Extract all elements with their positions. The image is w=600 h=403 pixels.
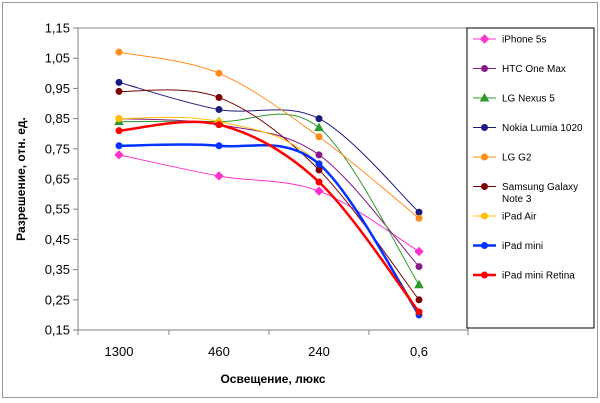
data-point (115, 142, 123, 150)
series-layer (114, 48, 424, 319)
data-point (314, 122, 324, 132)
y-tick-label: 1,05 (45, 51, 70, 66)
data-point (315, 133, 323, 141)
data-point (115, 78, 123, 86)
legend-label: LG G2 (502, 153, 532, 164)
series-line (118, 113, 420, 285)
series-nokia-lumia-1020 (115, 78, 423, 216)
legend: iPhone 5s HTC One Max LG Nexus 5 Nokia Lumi… (466, 27, 595, 329)
data-point (215, 93, 223, 101)
series-line (118, 154, 420, 252)
legend-entry: iPad mini Retina (473, 271, 575, 282)
data-point (315, 178, 323, 186)
series-ipad-mini-retina (115, 120, 423, 316)
data-point (215, 106, 223, 114)
data-point (215, 142, 223, 150)
data-point (114, 150, 124, 160)
legend-swatch-marker (481, 153, 488, 161)
x-axis-title: Освещение, люкс (220, 372, 325, 386)
data-point (415, 214, 423, 222)
plot-area (77, 27, 469, 331)
y-tick-label: 0,85 (45, 111, 70, 126)
legend-label: iPad mini Retina (502, 271, 575, 282)
series-line (118, 51, 420, 219)
series-iphone-5s (114, 150, 424, 257)
y-tick-label: 1,15 (45, 21, 70, 36)
y-axis: 0,15 0,25 0,35 0,45 0,55 0,65 0,75 0,85 0,95 1,05… (45, 21, 78, 338)
legend-entry: iPad mini (473, 241, 543, 252)
legend-entry: HTC One Max (473, 64, 566, 75)
data-point (115, 115, 123, 123)
legend-entry: LG G2 (473, 153, 532, 164)
data-point (415, 296, 423, 304)
y-tick-label: 0,55 (45, 202, 70, 217)
legend-swatch-marker (481, 212, 488, 220)
chart-frame: 0,15 0,25 0,35 0,45 0,55 0,65 0,75 0,85 0,95 1,05… (2, 2, 598, 398)
legend-label: iPhone 5s (502, 35, 546, 46)
x-tick-label: 460 (208, 344, 230, 359)
x-tick-label: 0,6 (410, 344, 428, 359)
data-point (115, 87, 123, 95)
legend-swatch-marker (481, 271, 488, 279)
legend-swatch-marker (479, 92, 490, 102)
legend-swatch-marker (481, 242, 488, 249)
series-line (118, 120, 420, 313)
data-point (215, 69, 223, 77)
series-lg-g2 (115, 48, 423, 222)
legend-label: HTC One Max (502, 64, 566, 75)
y-tick-label: 0,75 (45, 141, 70, 156)
x-tick-label: 1300 (105, 344, 134, 359)
legend-label: LG Nexus 5 (502, 94, 555, 105)
legend-label: Nokia Lumia 1020 (502, 123, 583, 134)
chart-svg: 0,15 0,25 0,35 0,45 0,55 0,65 0,75 0,85 0,95 1,05… (14, 21, 595, 386)
y-tick-label: 0,95 (45, 81, 70, 96)
data-point (214, 171, 224, 181)
x-axis: 1300 460 240 0,6 (77, 330, 469, 359)
data-point (115, 127, 123, 135)
legend-swatch-marker (481, 183, 488, 190)
data-point (414, 246, 424, 257)
data-point (415, 263, 423, 271)
data-point (215, 121, 223, 129)
legend-label: Samsung Galaxy Note 3 (502, 182, 578, 205)
series-line (118, 143, 421, 316)
y-tick-label: 0,65 (45, 172, 70, 187)
legend-box (466, 27, 595, 329)
series-samsung-galaxy-note-3 (115, 87, 423, 304)
legend-swatch-marker (479, 34, 490, 44)
data-point (315, 115, 323, 123)
data-point (315, 166, 323, 174)
legend-entry: Samsung Galaxy Note 3 (473, 182, 578, 205)
y-tick-label: 0,25 (45, 292, 70, 307)
x-tick-label: 240 (308, 344, 330, 359)
data-point (115, 48, 123, 56)
data-point (415, 308, 423, 316)
data-point (415, 208, 423, 216)
y-axis-title: Разрешение, отн. ед. (14, 117, 28, 241)
y-tick-label: 0,45 (45, 232, 70, 247)
data-point (315, 151, 323, 159)
legend-entry: LG Nexus 5 (473, 92, 555, 105)
series-line (118, 118, 420, 267)
legend-label: iPad Air (502, 212, 537, 223)
data-point (314, 186, 324, 196)
legend-entry: Nokia Lumia 1020 (473, 123, 583, 134)
y-tick-label: 0,35 (45, 262, 70, 277)
legend-swatch-marker (481, 65, 488, 72)
data-point (315, 160, 323, 168)
data-point (414, 279, 424, 289)
series-line (118, 89, 420, 301)
legend-entry: iPhone 5s (473, 34, 546, 46)
legend-swatch-marker (481, 124, 488, 131)
legend-label: iPad mini (502, 241, 543, 252)
series-line (118, 81, 420, 213)
y-tick-label: 0,15 (45, 323, 70, 338)
legend-entry: iPad Air (473, 212, 537, 223)
